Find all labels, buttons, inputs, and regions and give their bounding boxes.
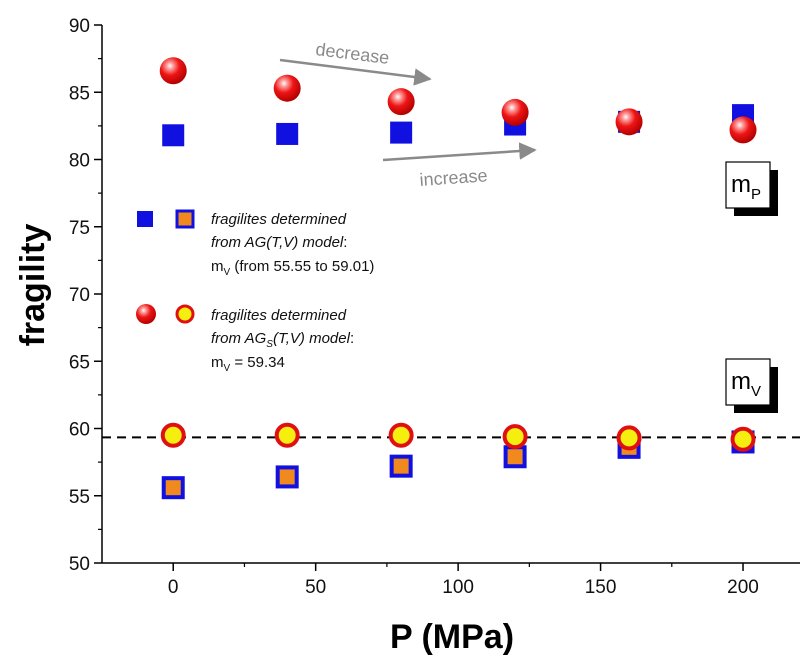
increase-arrow bbox=[382, 142, 537, 162]
point-yellow-circle bbox=[616, 425, 642, 451]
y-tick-label: 50 bbox=[69, 554, 90, 575]
point-red-sphere bbox=[273, 74, 301, 102]
legend-marker-red-sphere bbox=[136, 304, 156, 324]
point-orange-square bbox=[275, 465, 299, 489]
point-red-sphere bbox=[729, 116, 757, 144]
point-orange-square bbox=[503, 445, 527, 469]
legend-entry1-line2: from AG(T,V) model: bbox=[211, 234, 347, 251]
legend-entry1-line1: fragilites determined bbox=[211, 211, 347, 228]
data-marks bbox=[159, 57, 757, 500]
legend-marker-orange-square bbox=[175, 209, 195, 229]
y-tick-label: 80 bbox=[69, 151, 90, 172]
mV-box-label: mV bbox=[731, 368, 761, 400]
point-yellow-circle bbox=[730, 426, 756, 452]
x-tick-label: 0 bbox=[168, 577, 179, 598]
x-tick-label: 200 bbox=[727, 577, 759, 598]
x-tick-label: 100 bbox=[442, 577, 474, 598]
y-tick-label: 70 bbox=[69, 285, 90, 306]
point-orange-square bbox=[161, 476, 185, 500]
point-yellow-circle bbox=[502, 424, 528, 450]
y-tick-label: 85 bbox=[69, 83, 90, 104]
legend-marker-yellow-circle bbox=[175, 304, 195, 324]
y-tick-label: 75 bbox=[69, 218, 90, 239]
decrease-label: decrease bbox=[315, 39, 391, 68]
point-yellow-circle bbox=[160, 422, 186, 448]
point-blue-square bbox=[276, 122, 299, 145]
legend-entry2-line3: mV = 59.34 bbox=[211, 354, 285, 374]
point-red-sphere bbox=[159, 57, 187, 85]
x-tick-label: 150 bbox=[585, 577, 617, 598]
y-tick-label: 60 bbox=[69, 420, 90, 441]
annotations: decrease increase mP mV bbox=[279, 39, 778, 413]
point-red-sphere bbox=[387, 88, 415, 116]
point-blue-square bbox=[162, 124, 185, 147]
point-orange-square bbox=[389, 454, 413, 478]
x-tick-label: 50 bbox=[305, 577, 326, 598]
mV-box: mV bbox=[725, 358, 778, 413]
increase-label: increase bbox=[419, 165, 488, 190]
legend-entry2-line1: fragilites determined bbox=[211, 307, 347, 324]
decrease-arrow bbox=[279, 58, 432, 86]
y-tick-label: 90 bbox=[69, 16, 90, 37]
point-yellow-circle bbox=[274, 422, 300, 448]
legend-entry2-line2: from AGS(T,V) model: bbox=[211, 330, 354, 350]
mP-box: mP bbox=[725, 161, 778, 216]
y-tick-label: 65 bbox=[69, 352, 90, 373]
point-red-sphere bbox=[615, 108, 643, 136]
y-axis-title: fragility bbox=[14, 224, 52, 347]
legend: fragilites determined from AG(T,V) model… bbox=[136, 209, 374, 374]
point-blue-square bbox=[390, 121, 413, 144]
mP-box-label: mP bbox=[731, 171, 761, 203]
point-red-sphere bbox=[501, 98, 529, 126]
legend-entry1-line3: mV (from 55.55 to 59.01) bbox=[211, 258, 374, 278]
point-yellow-circle bbox=[388, 422, 414, 448]
x-axis-title: P (MPa) bbox=[390, 618, 514, 656]
legend-marker-blue-square bbox=[137, 211, 153, 227]
y-tick-label: 55 bbox=[69, 487, 90, 508]
axes: 50 55 60 65 70 75 80 85 90 0 50 100 150 200 bbox=[69, 16, 800, 598]
